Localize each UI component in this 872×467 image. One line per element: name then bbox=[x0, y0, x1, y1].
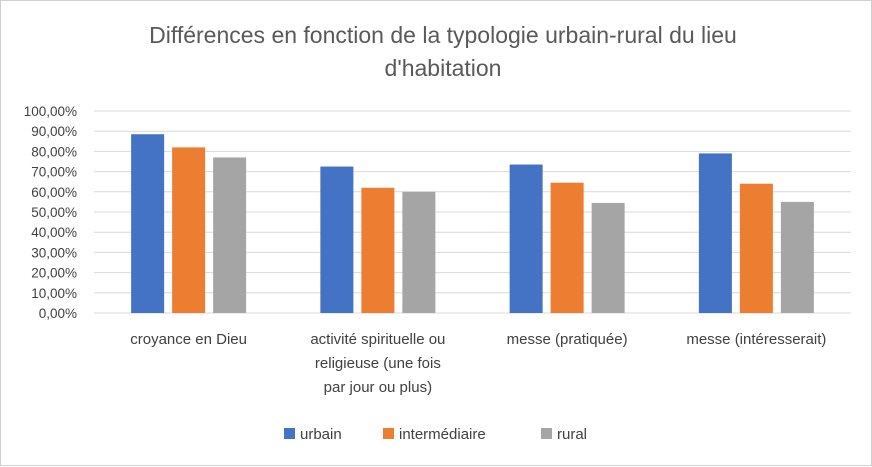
category-label: messe (intéresserait) bbox=[686, 331, 826, 348]
y-tick-label: 10,00% bbox=[31, 286, 77, 301]
category-label: activité spirituelle ou bbox=[310, 331, 445, 348]
bar-rural-2 bbox=[591, 202, 625, 313]
legend-swatch bbox=[541, 428, 552, 439]
bar-intermdiaire-3 bbox=[739, 183, 773, 313]
bar-rural-3 bbox=[780, 201, 814, 313]
legend-label: rural bbox=[557, 426, 587, 443]
legend-swatch bbox=[383, 428, 394, 439]
chart-title: Différences en fonction de la typologie … bbox=[149, 22, 737, 81]
bar-urbain-0 bbox=[131, 134, 165, 313]
y-axis: 0,00% 10,00% 20,00% 30,00% 40,00% 50,00% 60,00… bbox=[24, 104, 77, 321]
bar-intermdiaire-0 bbox=[172, 147, 206, 313]
y-tick-label: 90,00% bbox=[31, 124, 77, 139]
y-tick-label: 70,00% bbox=[31, 165, 77, 180]
legend: urbain intermédiaire rural bbox=[284, 426, 587, 443]
legend-label: intermédiaire bbox=[399, 426, 486, 443]
legend-swatch bbox=[284, 428, 295, 439]
y-tick-label: 80,00% bbox=[31, 144, 77, 159]
bar-intermdiaire-1 bbox=[361, 187, 395, 313]
bar-rural-0 bbox=[213, 157, 247, 313]
y-tick-label: 50,00% bbox=[31, 205, 77, 220]
bar-urbain-2 bbox=[509, 164, 543, 313]
gridlines bbox=[94, 110, 851, 314]
legend-label: urbain bbox=[300, 426, 342, 443]
bar-urbain-1 bbox=[320, 166, 354, 313]
y-tick-label: 20,00% bbox=[31, 266, 77, 281]
category-label: croyance en Dieu bbox=[130, 331, 247, 348]
x-axis: croyance en Dieu activité spirituelle ou r… bbox=[130, 331, 826, 396]
y-tick-label: 30,00% bbox=[31, 245, 77, 260]
y-tick-label: 40,00% bbox=[31, 225, 77, 240]
y-tick-label: 100,00% bbox=[24, 104, 77, 119]
bar-urbain-3 bbox=[698, 153, 732, 313]
bar-rural-1 bbox=[402, 191, 436, 313]
bars bbox=[131, 134, 814, 313]
chart-title-line: Différences en fonction de la typologie … bbox=[149, 22, 737, 48]
y-tick-label: 0,00% bbox=[39, 306, 77, 321]
category-label: messe (pratiquée) bbox=[507, 331, 628, 348]
chart-title-line: d'habitation bbox=[385, 55, 502, 81]
bar-intermdiaire-2 bbox=[550, 182, 584, 313]
category-label: religieuse (une fois bbox=[315, 355, 441, 372]
category-label: par jour ou plus) bbox=[324, 379, 432, 396]
y-tick-label: 60,00% bbox=[31, 185, 77, 200]
